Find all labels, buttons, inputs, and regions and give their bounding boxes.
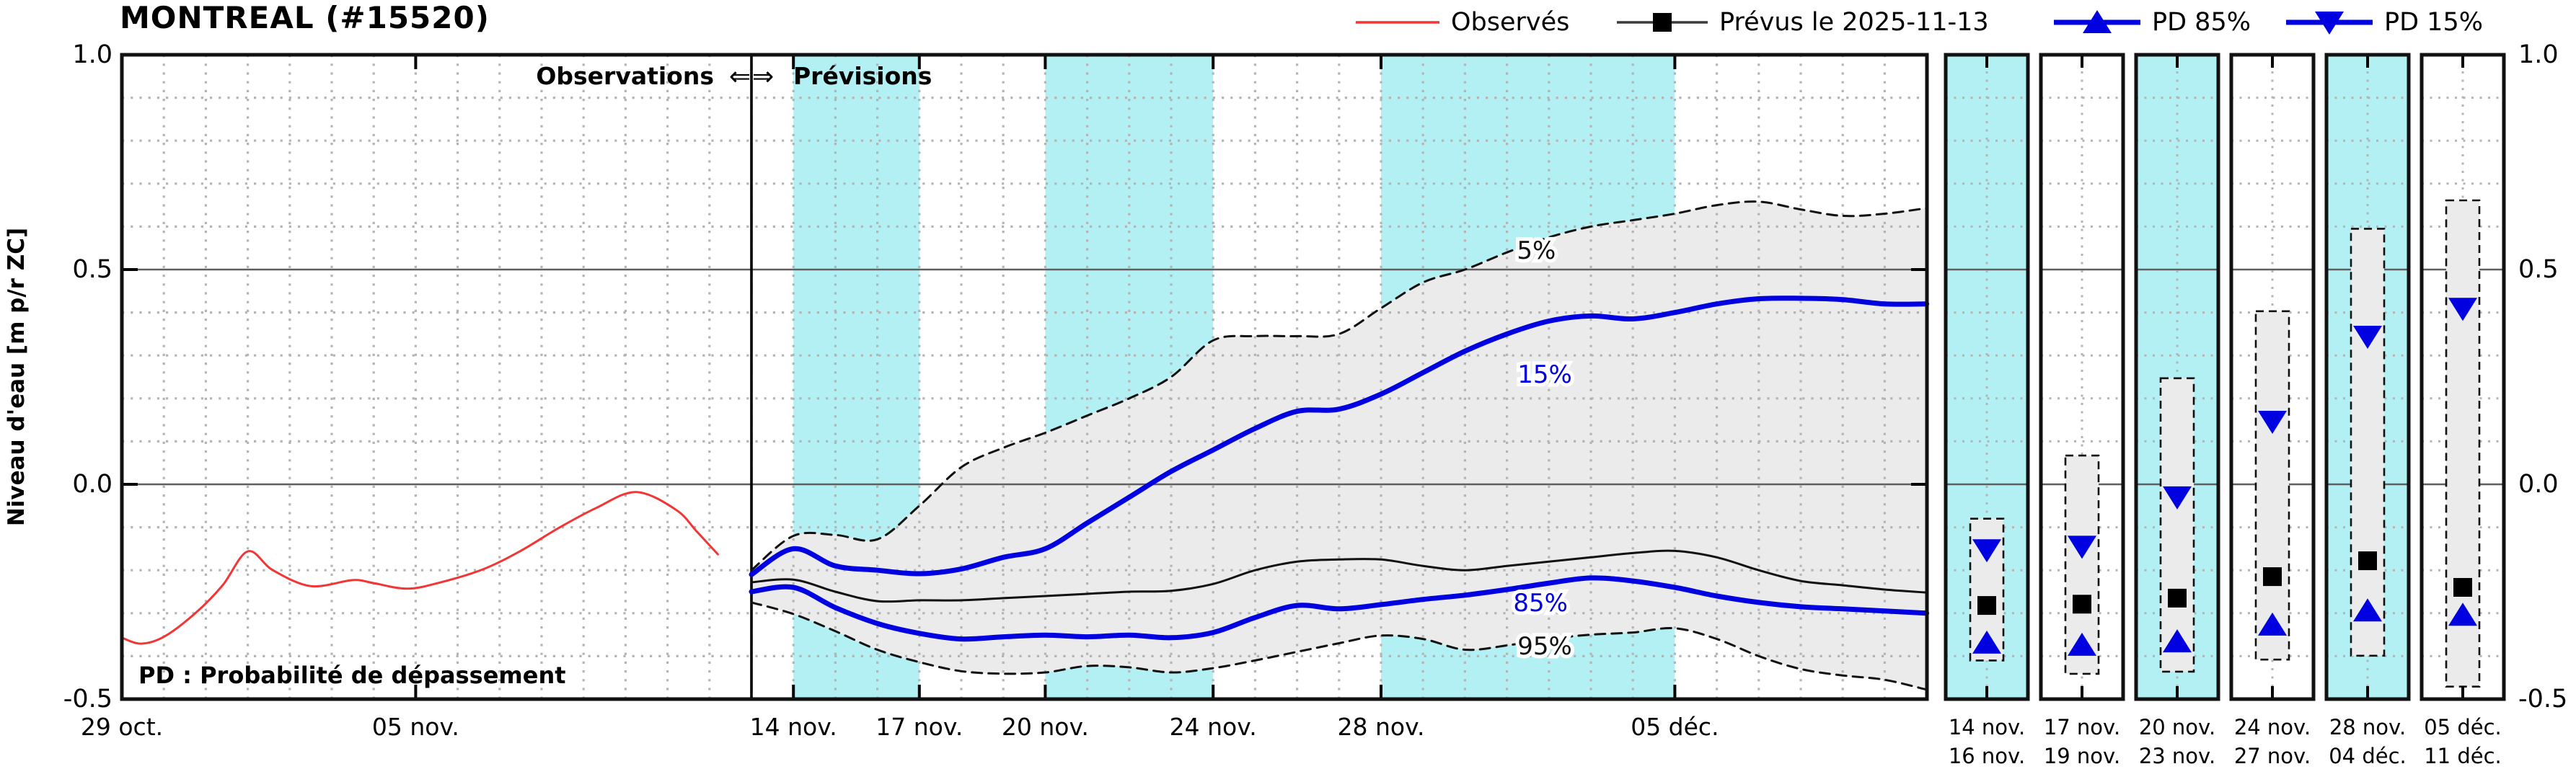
forecast-period-panel (1944, 53, 2030, 701)
pd5-line (750, 200, 1928, 572)
y-tick-label: 0.5 (2518, 255, 2559, 284)
panel-period-end-label: 16 nov. (1948, 744, 2026, 768)
pd15-marker-icon (2448, 298, 2477, 321)
forecast-period-panel (2229, 53, 2316, 701)
observations-annotation: Observations (536, 62, 714, 90)
median-marker-icon (1977, 596, 1996, 615)
pd15-marker-icon (2258, 411, 2287, 434)
legend-item-label: Observés (1451, 8, 1570, 37)
observed-line (120, 491, 719, 645)
forecast-period-panel (2039, 53, 2125, 701)
legend-item-label: Prévus le 2025-11-13 (1719, 8, 1989, 37)
pd85-line (749, 575, 1930, 642)
median-marker-icon (2358, 551, 2377, 571)
pd85-marker-icon (2068, 632, 2096, 656)
panel-frame (2324, 53, 2411, 701)
x-tick-label: 20 nov. (1001, 713, 1089, 741)
y-tick-label: 1.0 (72, 40, 113, 69)
y-tick-label: 0.0 (2518, 470, 2559, 499)
forecast-period-panel (2134, 53, 2220, 701)
panel-range-box (2350, 228, 2386, 657)
pd15-marker-icon (1972, 539, 2001, 563)
legend-swatch-icon (1356, 21, 1439, 24)
x-tick-label: 17 nov. (875, 713, 963, 741)
x-tick-label: 14 nov. (749, 713, 837, 741)
panel-period-start-label: 17 nov. (2043, 715, 2121, 739)
forecast-median-line (750, 549, 1928, 603)
forecast-period-panel (2420, 53, 2506, 701)
pd85-marker-icon (2353, 598, 2382, 622)
panel-period-start-label: 05 déc. (2424, 715, 2502, 739)
pd15-marker-icon (2068, 535, 2096, 559)
pd15-line (749, 295, 1930, 577)
page-title: MONTREAL (#15520) (120, 0, 490, 35)
quantile-inline-label: 5% (1517, 236, 1556, 265)
panel-frame (2039, 53, 2125, 701)
legend-swatch-icon (1617, 13, 1708, 32)
panel-period-start-label: 24 nov. (2233, 715, 2311, 739)
median-marker-icon (2073, 595, 2091, 614)
y-tick-label: 0.0 (72, 470, 113, 499)
x-tick-label: 05 déc. (1631, 713, 1719, 741)
panel-period-end-label: 19 nov. (2043, 744, 2121, 768)
legend-item: Prévus le 2025-11-13 (1615, 6, 1989, 39)
y-tick-label: -0.5 (2518, 685, 2568, 714)
panel-frame (2420, 53, 2506, 701)
panel-frame (2134, 53, 2220, 701)
uncertainty-band (751, 201, 1927, 690)
panel-period-start-label: 28 nov. (2329, 715, 2407, 739)
x-tick-label: 05 nov. (371, 713, 459, 741)
pd15-marker-icon (2163, 486, 2192, 510)
pd85-marker-icon (2163, 629, 2192, 653)
legend-swatch-icon (2286, 12, 2373, 35)
forecast-period-panel (2324, 53, 2411, 701)
legend-item: PD 85% (2052, 6, 2251, 39)
legend-item-label: PD 15% (2384, 8, 2483, 37)
y-tick-label: -0.5 (63, 685, 113, 714)
pd85-marker-icon (2258, 612, 2287, 636)
legend-item: PD 15% (2285, 6, 2483, 39)
panel-frame (2229, 53, 2316, 701)
panel-period-start-label: 14 nov. (1948, 715, 2026, 739)
panel-range-box (2254, 310, 2290, 661)
panel-period-end-label: 11 déc. (2424, 744, 2502, 768)
pd95-line (750, 601, 1928, 691)
observations-previsions-arrows-icon: ⇐⇒ (728, 62, 776, 92)
x-tick-label: 28 nov. (1337, 713, 1425, 741)
panel-period-end-label: 23 nov. (2138, 744, 2216, 768)
quantile-inline-label: 95% (1517, 632, 1572, 661)
median-marker-icon (2168, 588, 2187, 608)
median-marker-icon (2263, 567, 2282, 587)
legend-swatch-icon (2054, 10, 2140, 33)
pd15-marker-icon (2353, 326, 2382, 349)
y-tick-label: 0.5 (72, 255, 113, 284)
x-tick-label: 29 oct. (80, 713, 164, 741)
panel-period-end-label: 04 déc. (2329, 744, 2407, 768)
legend-item-label: PD 85% (2152, 8, 2251, 37)
pd85-marker-icon (1972, 630, 2001, 654)
previsions-annotation: Prévisions (793, 62, 932, 90)
x-tick-label: 24 nov. (1169, 713, 1257, 741)
panel-period-start-label: 20 nov. (2138, 715, 2216, 739)
panel-range-box (2064, 454, 2100, 675)
y-tick-label: 1.0 (2518, 40, 2559, 69)
pd-definition-note: PD : Probabilité de dépassement (138, 662, 566, 689)
panel-period-end-label: 27 nov. (2233, 744, 2311, 768)
main-plot-frame (120, 53, 1929, 701)
panel-frame (1944, 53, 2030, 701)
median-marker-icon (2453, 578, 2472, 597)
quantile-inline-label: 85% (1513, 589, 1568, 618)
quantile-inline-label: 15% (1517, 360, 1572, 389)
legend-item: Observés (1354, 6, 1569, 39)
pd85-marker-icon (2448, 603, 2477, 626)
panel-range-box (2159, 377, 2195, 673)
